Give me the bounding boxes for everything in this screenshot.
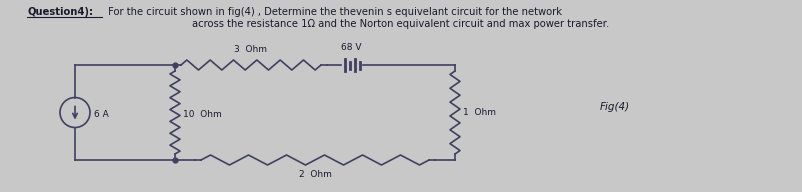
Text: Question4):: Question4): xyxy=(27,7,93,17)
Text: For the circuit shown in fig(4) , Determine the thevenin s equivelant circuit fo: For the circuit shown in fig(4) , Determ… xyxy=(105,7,562,17)
Text: across the resistance 1Ω and the Norton equivalent circuit and max power transfe: across the resistance 1Ω and the Norton … xyxy=(192,19,610,29)
Text: 2  Ohm: 2 Ohm xyxy=(298,170,331,179)
Text: 6 A: 6 A xyxy=(94,110,109,119)
Text: 3  Ohm: 3 Ohm xyxy=(234,45,268,54)
Text: Fig(4): Fig(4) xyxy=(600,103,630,113)
Text: 68 V: 68 V xyxy=(341,43,361,52)
Text: 10  Ohm: 10 Ohm xyxy=(183,110,221,119)
Text: 1  Ohm: 1 Ohm xyxy=(463,108,496,117)
